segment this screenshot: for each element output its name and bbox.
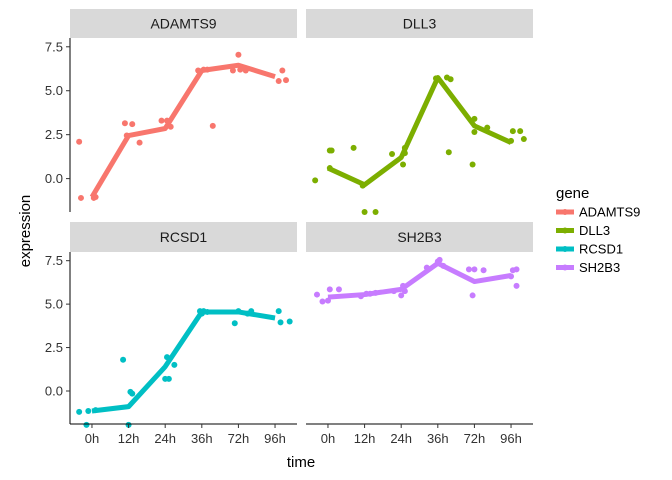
x-tick-label: 96h: [500, 431, 522, 446]
data-point: [445, 149, 452, 156]
legend-label: RCSD1: [579, 242, 623, 257]
x-tick-label: 36h: [191, 431, 213, 446]
panel-strip-label: RCSD1: [160, 229, 208, 245]
y-tick-label: 7.5: [45, 39, 63, 54]
panel-RCSD1: RCSD1: [70, 222, 297, 428]
data-point: [335, 286, 342, 293]
data-point: [520, 136, 527, 143]
data-point: [277, 319, 284, 326]
legend-key-point: [562, 227, 568, 234]
data-point: [275, 78, 282, 85]
data-point: [400, 161, 407, 168]
data-point: [283, 77, 290, 84]
data-point: [313, 291, 320, 298]
data-point: [312, 177, 319, 184]
data-point: [361, 209, 368, 215]
data-point: [471, 129, 478, 136]
x-axis-title: time: [287, 454, 315, 471]
y-tick-label: 7.5: [45, 253, 63, 268]
x-tick-label: 72h: [464, 431, 486, 446]
data-point: [279, 67, 286, 74]
legend-title: gene: [556, 185, 589, 202]
panel-strip: [306, 222, 533, 252]
data-point: [136, 139, 143, 146]
data-point: [85, 407, 92, 414]
data-point: [77, 194, 84, 201]
data-point: [350, 144, 357, 151]
data-point: [480, 267, 487, 274]
data-point: [275, 308, 282, 315]
data-point: [328, 147, 335, 154]
data-point: [76, 138, 83, 145]
data-point: [171, 361, 178, 368]
x-tick-label: 96h: [264, 431, 286, 446]
legend-label: SH2B3: [579, 260, 620, 275]
panel-strip: [70, 222, 297, 252]
x-tick-label: 72h: [228, 431, 250, 446]
panel-DLL3: DLL3: [306, 9, 533, 215]
data-point: [235, 51, 242, 58]
data-point: [76, 408, 83, 415]
y-tick-label: 2.5: [45, 127, 63, 142]
x-tick-label: 12h: [118, 431, 140, 446]
data-point: [469, 292, 476, 299]
data-point: [509, 128, 516, 135]
series-line: [326, 75, 513, 188]
data-point: [513, 266, 520, 273]
data-point: [286, 318, 293, 325]
panel-strip-label: DLL3: [403, 16, 437, 32]
series-line: [327, 260, 512, 300]
x-tick-label: 24h: [154, 431, 176, 446]
panel-strip-label: ADAMTS9: [150, 16, 216, 32]
x-tick-label: 36h: [427, 431, 449, 446]
data-point: [121, 120, 128, 127]
data-point: [471, 266, 478, 273]
data-point: [517, 128, 524, 135]
data-point: [229, 67, 236, 74]
panel-strip: [70, 9, 297, 38]
data-point: [120, 356, 127, 363]
data-point: [129, 121, 136, 128]
legend-key-point: [562, 209, 568, 215]
y-tick-label: 5.0: [45, 83, 63, 98]
y-tick-label: 5.0: [45, 297, 63, 312]
data-point: [165, 375, 172, 382]
panel-ADAMTS9: ADAMTS9: [70, 9, 297, 201]
data-point: [326, 286, 333, 293]
data-point: [513, 282, 520, 289]
data-point: [447, 76, 454, 83]
data-point: [465, 266, 472, 273]
data-point: [372, 209, 379, 215]
data-point: [389, 151, 396, 157]
x-tick-label: 0h: [85, 431, 99, 446]
data-point: [319, 298, 326, 305]
legend-key-point: [562, 264, 568, 271]
data-point: [398, 292, 405, 299]
data-point: [83, 421, 90, 428]
y-tick-label: 0.0: [45, 383, 63, 398]
y-tick-label: 0.0: [45, 171, 63, 186]
y-tick-label: 2.5: [45, 340, 63, 355]
x-tick-label: 0h: [321, 431, 335, 446]
panel-SH2B3: SH2B3: [306, 222, 533, 305]
data-point: [127, 388, 134, 395]
data-point: [231, 320, 238, 327]
series-line: [91, 309, 276, 414]
legend: gene ADAMTS9 DLL3 RCSD1 SH2B3: [556, 185, 640, 275]
data-point: [209, 122, 216, 129]
panel-strip-label: SH2B3: [397, 229, 442, 245]
data-point: [158, 117, 165, 124]
legend-key-point: [562, 246, 568, 252]
series-line: [89, 62, 276, 199]
legend-label: DLL3: [579, 223, 610, 238]
data-point: [469, 161, 476, 168]
x-tick-label: 24h: [390, 431, 412, 446]
legend-label: ADAMTS9: [579, 205, 640, 220]
panel-strip: [306, 9, 533, 38]
x-tick-label: 12h: [354, 431, 376, 446]
y-axis-title: expression: [17, 195, 34, 268]
